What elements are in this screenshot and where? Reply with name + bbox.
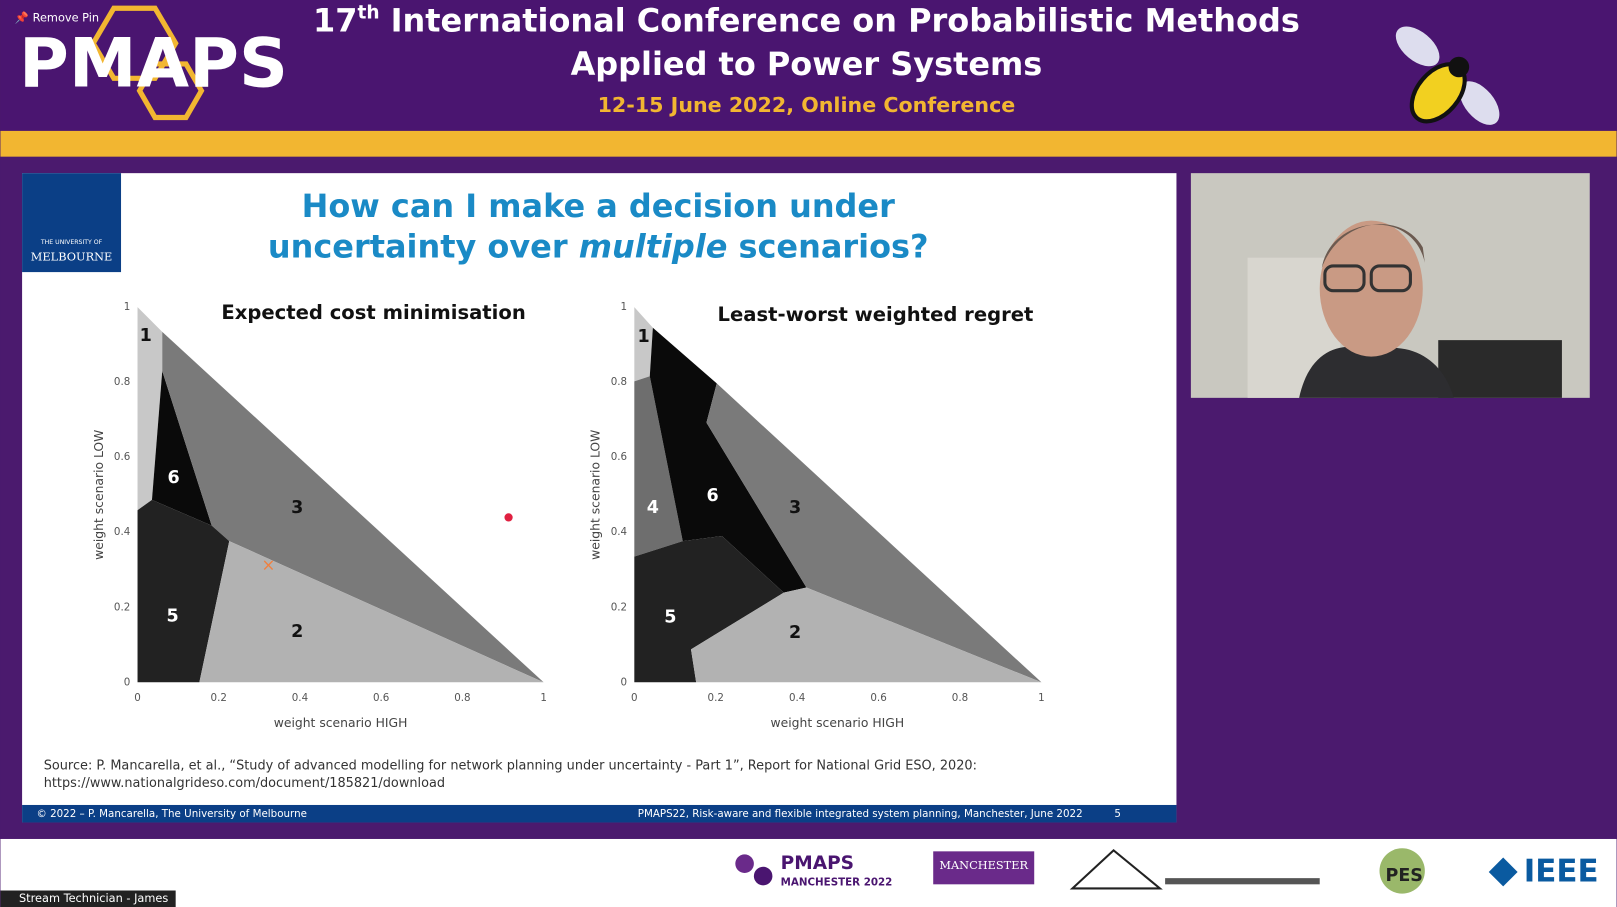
y-tick-label: 0.2 — [611, 601, 627, 613]
source-url: https://www.nationalgrideso.com/document… — [44, 776, 445, 791]
region — [634, 535, 784, 683]
sponsor-icon — [735, 854, 754, 873]
region — [706, 383, 1042, 683]
logo: PMAPS — [19, 25, 288, 104]
region — [634, 307, 653, 382]
y-tick-label: 0.6 — [611, 451, 627, 463]
region-label: 3 — [789, 498, 801, 518]
marker: × — [262, 555, 276, 574]
hex-logo — [136, 61, 205, 121]
panel-title: Least-worst weighted regret — [718, 303, 1034, 326]
region-label: 2 — [789, 623, 801, 643]
slide-title: How can I make a decision under — [302, 187, 895, 225]
user-label: Stream Technician - James — [19, 891, 168, 905]
university-logo — [22, 173, 122, 273]
y-tick-label: 0.4 — [611, 526, 627, 538]
banner-stripe — [0, 130, 1617, 157]
panel-title: Expected cost minimisation — [221, 301, 525, 324]
conference-title: 17th International Conference on Probabi… — [313, 2, 1300, 40]
banner — [0, 0, 1617, 131]
sponsor-logo — [1488, 857, 1518, 887]
university-name: MELBOURNE — [31, 250, 112, 264]
footer-left: © 2022 – P. Mancarella, The University o… — [37, 808, 307, 820]
slide-title: uncertainty over multiple scenarios? — [268, 227, 929, 265]
region-label: 4 — [647, 498, 659, 518]
y-tick-label: 0 — [124, 676, 131, 688]
region — [137, 499, 230, 683]
university-name: THE UNIVERSITY OF — [40, 239, 103, 246]
sponsor: PES — [1386, 866, 1423, 886]
x-axis-label: weight scenario HIGH — [274, 716, 408, 730]
marker — [504, 513, 513, 522]
source: Source: P. Mancarella, et al., “Study of… — [44, 758, 977, 773]
region — [691, 587, 1042, 683]
x-tick-label: 0.2 — [211, 692, 227, 704]
sponsor-logo — [1069, 848, 1163, 890]
conference-subtitle: 12-15 June 2022, Online Conference — [598, 93, 1016, 117]
y-tick-label: 0.8 — [611, 376, 627, 388]
x-tick-label: 0.6 — [870, 692, 886, 704]
x-tick-label: 0.8 — [454, 692, 470, 704]
x-tick-label: 0 — [631, 692, 638, 704]
region — [137, 307, 163, 511]
bee — [1395, 26, 1500, 125]
region — [199, 541, 544, 683]
sponsor: PMAPS — [781, 853, 854, 874]
x-tick-label: 1 — [1038, 692, 1045, 704]
user-label-bg — [0, 890, 176, 907]
sponsor-logo — [1165, 878, 1320, 885]
sponsor: MANCHESTER 2022 — [781, 876, 893, 888]
x-tick-label: 0 — [134, 692, 141, 704]
x-tick-label: 0.8 — [952, 692, 968, 704]
x-tick-label: 0.4 — [789, 692, 805, 704]
y-tick-label: 1 — [621, 301, 628, 313]
remove-pin[interactable]: 📌 Remove Pin — [15, 11, 99, 25]
region-label: 1 — [637, 327, 649, 347]
hex-logo — [90, 5, 179, 81]
region — [649, 327, 807, 593]
region-label: 1 — [140, 326, 152, 346]
x-tick-label: 0.2 — [708, 692, 724, 704]
x-tick-label: 0.4 — [292, 692, 308, 704]
region — [634, 376, 683, 557]
ticks: 0 0.2 0.4 0.6 0.8 1 0 0.2 0.4 0.6 0.8 1 0 0.2 0.4 0.6 0.… — [114, 301, 1045, 704]
region-label: 6 — [168, 468, 180, 488]
sponsor-icon — [753, 866, 773, 886]
y-axis-label: weight scenario LOW — [589, 430, 603, 560]
conference-title: Applied to Power Systems — [571, 45, 1043, 83]
footer-right: PMAPS22, Risk-aware and flexible integra… — [638, 808, 1083, 820]
page-number: 5 — [1114, 808, 1121, 820]
y-tick-label: 0.6 — [114, 451, 130, 463]
y-tick-label: 0.2 — [114, 601, 130, 613]
webcam — [1190, 173, 1590, 398]
panel: Least-worst weighted regret 1 4 6 3 5 2 … — [589, 303, 1042, 730]
x-tick-label: 0.6 — [373, 692, 389, 704]
sponsor: IEEE — [1524, 853, 1599, 889]
sponsor-logo — [933, 851, 1035, 885]
sponsor: MANCHESTER — [939, 858, 1028, 872]
x-tick-label: 1 — [540, 692, 547, 704]
y-tick-label: 1 — [124, 301, 131, 313]
y-tick-label: 0 — [621, 676, 628, 688]
region-label: 6 — [707, 486, 719, 506]
y-axis-label: weight scenario LOW — [92, 430, 106, 560]
slide-footer — [22, 804, 1177, 823]
region-label: 5 — [664, 607, 676, 627]
region — [151, 371, 212, 526]
y-tick-label: 0.4 — [114, 526, 130, 538]
region-label: 2 — [291, 622, 303, 642]
sponsor-strip — [0, 838, 1617, 907]
x-axis-label: weight scenario HIGH — [771, 716, 905, 730]
region-label: 3 — [291, 498, 303, 518]
y-tick-label: 0.8 — [114, 376, 130, 388]
region-label: 5 — [166, 606, 178, 626]
sponsor-logo — [1379, 848, 1425, 894]
